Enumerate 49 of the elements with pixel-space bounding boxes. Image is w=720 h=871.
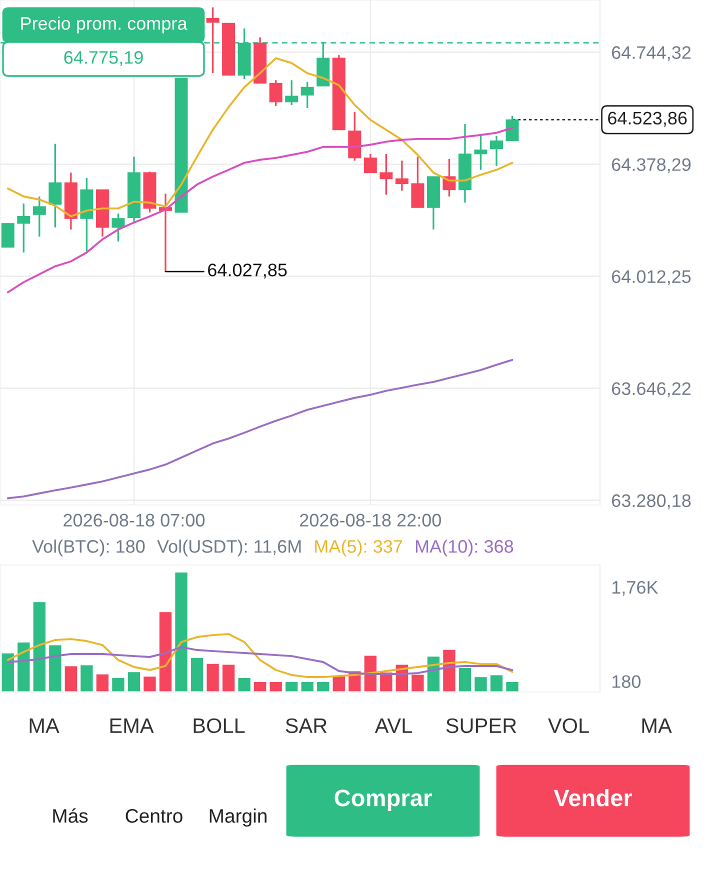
annotation: 64.027,85: [208, 264, 287, 278]
candlestick: [380, 153, 393, 196]
candlestick: [300, 81, 314, 109]
candlestick: [364, 153, 377, 174]
y-tick-label: 64.744,32: [612, 46, 691, 62]
text: EMA: [110, 718, 154, 733]
text: Vender: [554, 788, 632, 806]
candlestick: [285, 79, 298, 106]
y-tick-label: 64.012,25: [612, 270, 691, 286]
text: Centro: [126, 809, 182, 823]
text: MA(10): 368: [416, 540, 514, 556]
text: VOL: [548, 718, 589, 734]
text: Más: [53, 808, 88, 823]
text: Comprar: [334, 790, 432, 812]
line-series: [6, 646, 514, 675]
text: Margin: [210, 808, 266, 827]
candlestick: [32, 196, 46, 238]
candlestick: [206, 6, 220, 74]
candlestick: [506, 115, 519, 142]
candlestick: [395, 160, 408, 192]
annotation: 64.775,19: [64, 51, 143, 66]
y-tick-label: 64.378,29: [612, 158, 691, 174]
text: AVL: [374, 718, 412, 733]
y-tick-label: 1,76K: [612, 580, 658, 596]
text: Vol(USDT): 11,6M: [157, 540, 301, 556]
text: MA(5): 337: [315, 540, 402, 556]
candlestick: [411, 156, 424, 208]
text: MA: [642, 718, 672, 733]
candlestick: [474, 135, 488, 171]
candlestick: [17, 202, 30, 254]
candlestick: [1, 222, 14, 248]
candlestick: [112, 212, 125, 242]
text: MA: [30, 718, 60, 733]
y-tick-label: 180: [612, 675, 641, 688]
line-series: [6, 358, 514, 500]
x-tick-label: 2026-08-18 22:00: [300, 514, 441, 527]
line-series: [6, 633, 514, 678]
candlestick: [490, 135, 503, 167]
y-tick-label: 63.646,22: [612, 382, 691, 398]
candlestick: [48, 143, 62, 228]
text: SAR: [286, 718, 327, 734]
series-label: Vol(BTC): 180: [32, 540, 145, 556]
x-tick-label: 2026-08-18 07:00: [64, 514, 205, 527]
y-tick-label: 63.280,18: [612, 494, 691, 510]
ref-line-label: 64.523,86: [608, 112, 687, 127]
ref-line-label: Precio prom. compra: [21, 16, 188, 34]
candlestick: [269, 79, 282, 107]
text: SUPER: [446, 718, 516, 734]
text: BOLL: [194, 718, 245, 734]
